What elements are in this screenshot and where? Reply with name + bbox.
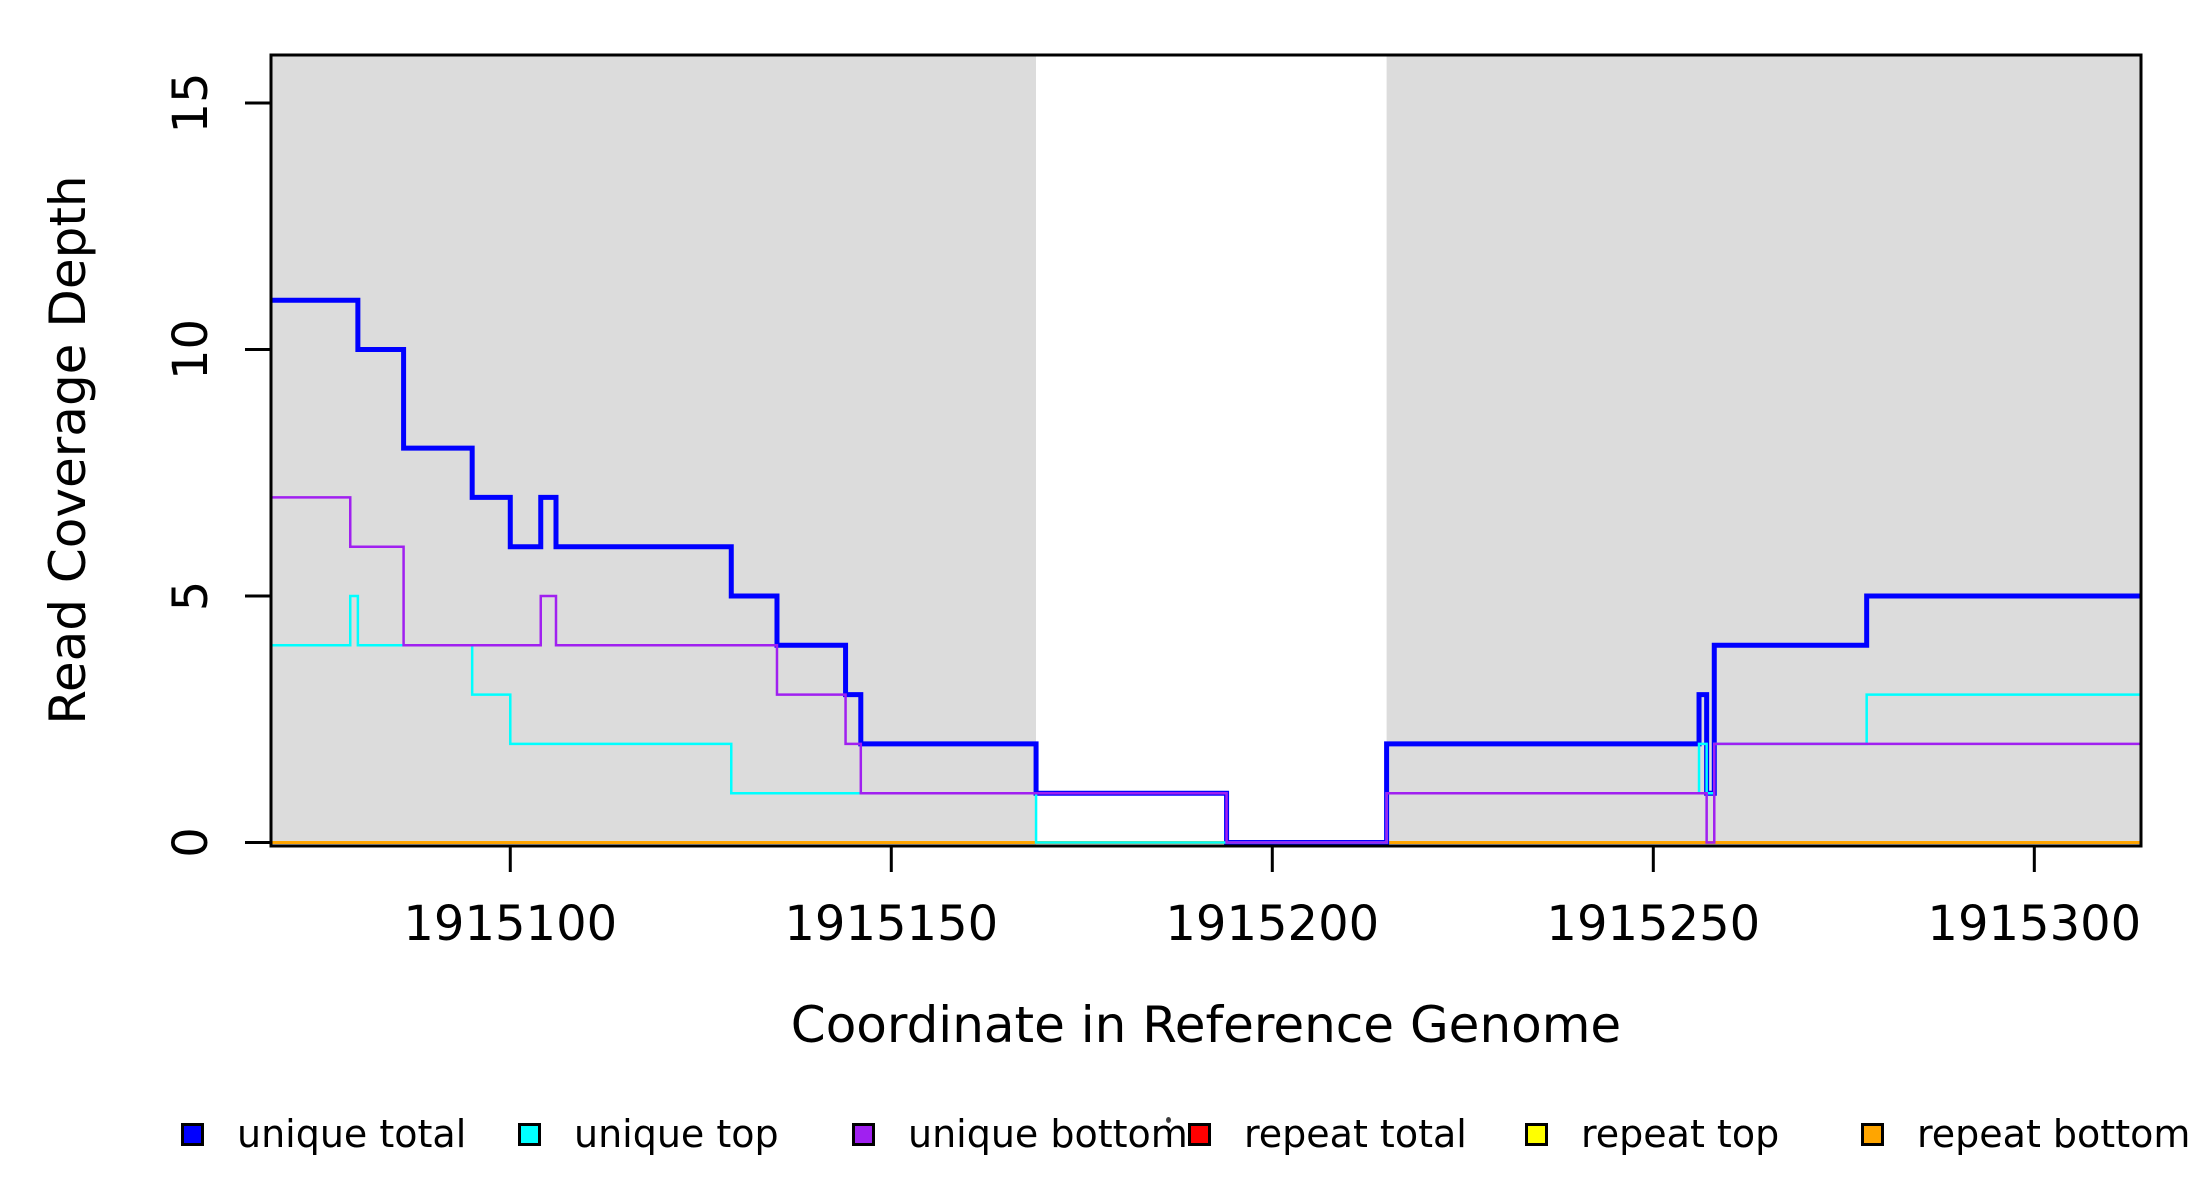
x-axis-title: Coordinate in Reference Genome [791,996,1621,1054]
region-shaded-right [1386,55,2141,846]
series-unique-bottom [271,496,2141,844]
y-tick-label: 10 [163,319,219,380]
legend-item-repeat-bottom: repeat bottom [1861,1112,2191,1156]
legend-swatch-unique-top [518,1122,541,1146]
legend-label: unique total [237,1112,467,1156]
legend-swatch-repeat-total [1188,1122,1211,1146]
legend-swatch-repeat-bottom [1861,1122,1884,1146]
x-tick-label: 1915300 [1927,896,2141,952]
legend-item-unique-bottom: unique bottom [852,1112,1188,1156]
legend-label: unique bottom [908,1112,1188,1156]
legend-swatch-unique-bottom [852,1122,875,1146]
y-axis-title: Read Coverage Depth [39,175,97,724]
x-tick-label: 1915200 [1165,896,1379,952]
legend-swatch-repeat-top [1525,1122,1548,1146]
legend-label: repeat bottom [1917,1112,2191,1156]
chart-layer: 1915100 1915150 1915200 1915250 1915300 0 5 10 1… [163,53,2143,952]
legend-label: repeat total [1244,1112,1467,1156]
region-shaded-left [271,55,1037,846]
legend-item-repeat-total: repeat total [1188,1112,1467,1156]
y-tick-label: 5 [163,581,219,612]
y-tick-label: 15 [163,72,219,133]
x-tick-label: 1915100 [403,896,617,952]
legend-item-unique-total: unique total [181,1112,467,1156]
x-tick-label: 1915250 [1546,896,1760,952]
legend-item-unique-top: unique top [518,1112,779,1156]
legend-label: unique top [574,1112,779,1156]
legend-item-repeat-top: repeat top [1525,1112,1780,1156]
region-white-gap [1036,55,1387,846]
x-tick-label: 1915150 [784,896,998,952]
y-tick-label: 0 [163,827,219,858]
legend-swatch-unique-total [181,1122,204,1146]
legend-label: repeat top [1581,1112,1780,1156]
plot-border [269,53,2143,848]
series-unique-total [271,297,2141,845]
stray-mark [1166,1117,1171,1123]
